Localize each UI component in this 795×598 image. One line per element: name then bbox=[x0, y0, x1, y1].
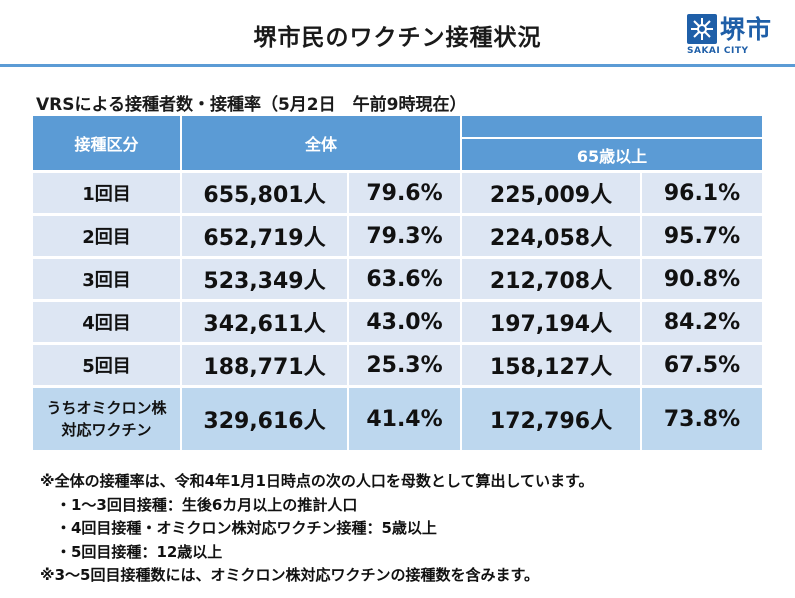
logo-text: 堺市 bbox=[720, 15, 773, 44]
row-label-omicron-line1: うちオミクロン株 bbox=[46, 399, 167, 417]
senior-count-4: 197,194人 bbox=[462, 302, 640, 342]
senior-rate-3: 90.8% bbox=[642, 259, 762, 299]
senior-rate-1: 96.1% bbox=[642, 173, 762, 213]
header-category: 接種区分 bbox=[33, 116, 180, 170]
row-label-1: 1回目 bbox=[33, 173, 180, 213]
page-title: 堺市民のワクチン接種状況 bbox=[253, 25, 542, 51]
row-label-4: 4回目 bbox=[33, 302, 180, 342]
sakai-city-logo: 堺市 SAKAI CITY bbox=[687, 12, 787, 58]
row-label-omicron-line2: 対応ワクチン bbox=[61, 421, 152, 439]
total-count-4: 342,611人 bbox=[182, 302, 347, 342]
sakai-emblem-icon bbox=[687, 14, 717, 44]
total-rate-1: 79.6% bbox=[349, 173, 460, 213]
header-over65: 65歳以上 bbox=[462, 139, 762, 170]
total-rate-4: 43.0% bbox=[349, 302, 460, 342]
logo-subtext: SAKAI CITY bbox=[687, 46, 749, 56]
total-rate-5: 25.3% bbox=[349, 345, 460, 385]
total-rate-3: 63.6% bbox=[349, 259, 460, 299]
row-label-3: 3回目 bbox=[33, 259, 180, 299]
senior-count-omicron: 172,796人 bbox=[462, 388, 640, 450]
senior-count-2: 224,058人 bbox=[462, 216, 640, 256]
senior-count-5: 158,127人 bbox=[462, 345, 640, 385]
footnote-3: ・4回目接種・オミクロン株対応ワクチン接種：5歳以上 bbox=[56, 519, 437, 537]
row-label-2: 2回目 bbox=[33, 216, 180, 256]
header-total: 全体 bbox=[182, 116, 460, 170]
row-label-5: 5回目 bbox=[33, 345, 180, 385]
senior-count-3: 212,708人 bbox=[462, 259, 640, 299]
footnote-4: ・5回目接種：12歳以上 bbox=[56, 542, 223, 561]
senior-rate-4: 84.2% bbox=[642, 302, 762, 342]
row-label-omicron: うちオミクロン株 対応ワクチン bbox=[33, 388, 180, 450]
header-top-strip bbox=[462, 116, 762, 137]
total-count-2: 652,719人 bbox=[182, 216, 347, 256]
footnote-5: ※3～5回目接種数には、オミクロン株対応ワクチンの接種数を含みます。 bbox=[40, 566, 539, 584]
footnotes: ※全体の接種率は、令和4年1月1日時点の次の人口を母数として算出しています。 ・… bbox=[40, 470, 594, 588]
footnote-2: ・1～3回目接種：生後6カ月以上の推計人口 bbox=[56, 495, 358, 514]
footnote-1: ※全体の接種率は、令和4年1月1日時点の次の人口を母数として算出しています。 bbox=[40, 472, 594, 490]
senior-rate-2: 95.7% bbox=[642, 216, 762, 256]
header-divider bbox=[0, 64, 795, 67]
total-count-omicron: 329,616人 bbox=[182, 388, 347, 450]
total-rate-omicron: 41.4% bbox=[349, 388, 460, 450]
senior-rate-5: 67.5% bbox=[642, 345, 762, 385]
total-count-5: 188,771人 bbox=[182, 345, 347, 385]
senior-rate-omicron: 73.8% bbox=[642, 388, 762, 450]
subtitle: VRSによる接種者数・接種率（5月2日 午前9時現在） bbox=[36, 95, 467, 115]
total-rate-2: 79.3% bbox=[349, 216, 460, 256]
senior-count-1: 225,009人 bbox=[462, 173, 640, 213]
total-count-1: 655,801人 bbox=[182, 173, 347, 213]
total-count-3: 523,349人 bbox=[182, 259, 347, 299]
